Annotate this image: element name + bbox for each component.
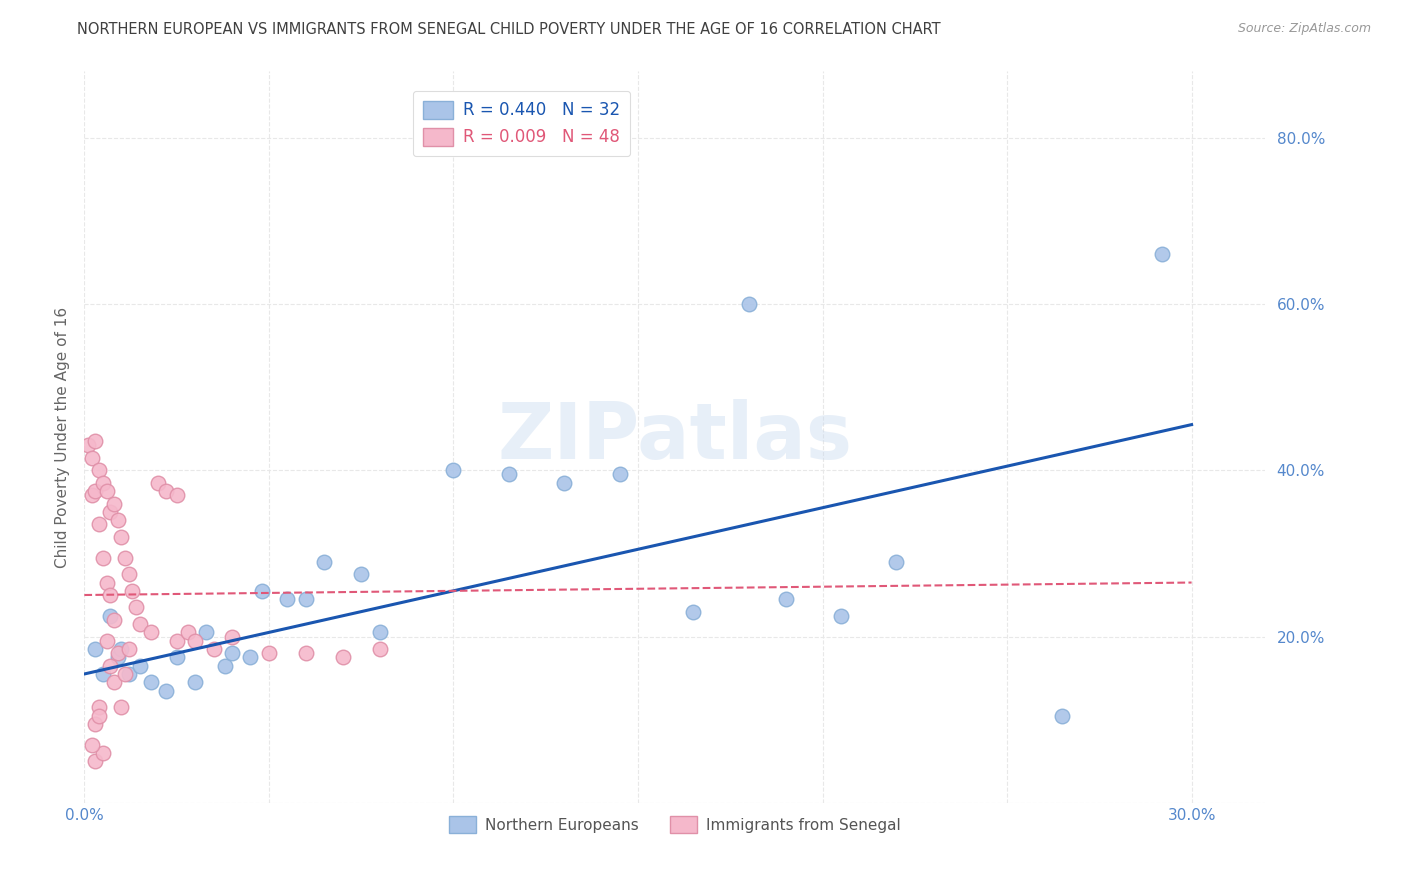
Point (125, 600, 148, 615)
Point (96, 575, 118, 590)
Point (96, 484, 118, 499)
Point (110, 530, 132, 544)
Point (195, 625, 218, 640)
Text: ZIPatlas: ZIPatlas (498, 399, 852, 475)
Point (96, 633, 118, 648)
Point (139, 625, 162, 640)
Point (295, 646, 318, 660)
Point (155, 484, 177, 499)
Point (368, 642, 391, 657)
Point (830, 608, 852, 623)
Point (214, 658, 236, 673)
Point (110, 700, 132, 714)
Point (221, 646, 243, 660)
Point (84, 642, 107, 657)
Point (91, 475, 114, 490)
Point (98, 658, 121, 673)
Point (139, 675, 162, 690)
Point (87, 700, 111, 714)
Point (1052, 708, 1074, 723)
Point (87, 517, 111, 532)
Point (114, 667, 136, 681)
Point (91, 746, 114, 760)
Point (886, 555, 908, 569)
Point (553, 475, 575, 490)
Point (98, 608, 121, 623)
Point (128, 617, 150, 632)
Point (221, 630, 243, 644)
Point (103, 613, 125, 627)
Point (87, 463, 111, 477)
Point (121, 583, 143, 598)
Point (103, 497, 125, 511)
Point (84, 716, 107, 731)
Point (118, 567, 141, 582)
Point (107, 646, 129, 660)
Point (368, 625, 391, 640)
Point (177, 625, 200, 640)
Point (184, 633, 207, 648)
Point (77, 438, 100, 452)
Point (166, 488, 188, 502)
Point (107, 513, 129, 527)
Point (84, 434, 107, 449)
Point (114, 550, 136, 565)
Point (166, 650, 188, 665)
Point (166, 633, 188, 648)
Point (118, 667, 141, 681)
Text: Source: ZipAtlas.com: Source: ZipAtlas.com (1237, 22, 1371, 36)
Point (443, 463, 465, 477)
Point (80, 450, 103, 465)
Point (202, 642, 225, 657)
Point (84, 484, 107, 499)
Y-axis label: Child Poverty Under the Age of 16: Child Poverty Under the Age of 16 (55, 307, 70, 567)
Point (498, 467, 520, 482)
Point (609, 467, 631, 482)
Point (103, 675, 125, 690)
Point (295, 592, 318, 607)
Point (332, 650, 354, 665)
Point (276, 592, 298, 607)
Point (738, 297, 761, 311)
Point (87, 708, 111, 723)
Point (98, 588, 121, 602)
Point (80, 738, 103, 752)
Legend: Northern Europeans, Immigrants from Senegal: Northern Europeans, Immigrants from Sene… (443, 810, 907, 839)
Point (91, 550, 114, 565)
Point (148, 475, 170, 490)
Point (107, 650, 129, 665)
Point (80, 488, 103, 502)
Text: NORTHERN EUROPEAN VS IMMIGRANTS FROM SENEGAL CHILD POVERTY UNDER THE AGE OF 16 C: NORTHERN EUROPEAN VS IMMIGRANTS FROM SEN… (77, 22, 941, 37)
Point (257, 646, 280, 660)
Point (98, 505, 121, 519)
Point (84, 754, 107, 768)
Point (91, 667, 114, 681)
Point (682, 605, 704, 619)
Point (239, 650, 262, 665)
Point (775, 592, 797, 607)
Point (314, 555, 336, 569)
Point (155, 683, 177, 698)
Point (1150, 247, 1173, 261)
Point (110, 642, 132, 657)
Point (350, 567, 373, 582)
Point (184, 675, 207, 690)
Point (128, 658, 150, 673)
Point (118, 642, 141, 657)
Point (250, 583, 273, 598)
